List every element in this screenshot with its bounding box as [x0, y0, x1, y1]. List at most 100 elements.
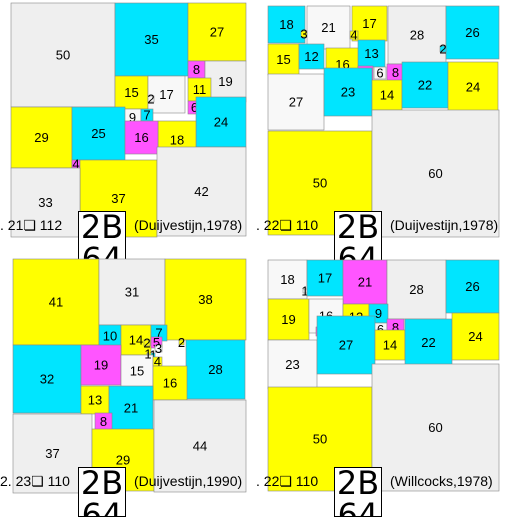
square-26: 26 [445, 259, 500, 314]
square-31: 31 [98, 258, 166, 326]
square-27: 27 [267, 73, 325, 131]
square-label: 60 [428, 166, 442, 181]
square-label: 22 [421, 335, 435, 350]
square-tile [306, 5, 351, 50]
square-21: 21 [306, 5, 351, 50]
square-tile [447, 61, 499, 113]
caption-2: . 22❏ 110 (Duijvestijn,1978) 2B 64 [256, 211, 512, 261]
square-tile [386, 259, 447, 320]
square-tile [439, 45, 447, 53]
square-17: 17 [306, 259, 344, 297]
square-tile [445, 5, 500, 60]
square-label: 28 [208, 362, 222, 377]
square-label: 42 [194, 184, 208, 199]
square-label: 15 [124, 85, 138, 100]
badge-3-top: 2B [80, 467, 124, 502]
square-tile [178, 339, 185, 346]
square-tile [300, 30, 308, 38]
square-23: 23 [323, 67, 373, 117]
square-label: 37 [45, 446, 59, 461]
caption-3: 2. 23❏ 110 (Duijvestijn,1990) 2B 64 [0, 467, 256, 517]
square-10: 10 [98, 324, 122, 348]
square-label: 26 [465, 279, 479, 294]
square-label: 3 [300, 27, 307, 42]
caption-1-number: . 21❏ 112 [0, 217, 63, 233]
square-label: 21 [124, 401, 138, 416]
square-label: 8 [100, 414, 107, 429]
square-tile [185, 339, 246, 400]
square-label: 4 [350, 28, 357, 43]
square-label: 35 [144, 32, 158, 47]
square-label: 10 [103, 329, 117, 344]
caption-4-badge: 2B 64 [334, 467, 382, 517]
square-7: 7 [140, 108, 154, 123]
caption-2-number: . 22❏ 110 [256, 217, 319, 233]
square-tile [108, 385, 154, 431]
square-tile [98, 258, 166, 326]
square-label: 38 [198, 292, 212, 307]
square-2: 2 [143, 336, 150, 351]
square-label: 9 [129, 110, 136, 125]
square-label: 13 [364, 46, 378, 61]
square-22: 22 [404, 318, 453, 367]
square-label: 6 [191, 100, 198, 115]
square-tile [267, 298, 310, 341]
square-label: 22 [418, 78, 432, 93]
square-24: 24 [195, 96, 247, 148]
square-label: 2 [143, 336, 150, 351]
square-label: 24 [468, 329, 482, 344]
square-label: 17 [159, 87, 173, 102]
square-18: 18 [267, 5, 306, 44]
badge-1-top: 2B [80, 211, 124, 246]
square-tile [371, 363, 500, 492]
square-label: 44 [193, 439, 207, 454]
square-50: 50 [10, 2, 116, 108]
square-33: 33 [10, 167, 81, 238]
caption-3-badge: 2B 64 [78, 467, 126, 517]
square-tile [357, 39, 386, 68]
square-label: 18 [170, 133, 184, 148]
square-2: 2 [147, 92, 154, 107]
square-label: 13 [88, 393, 102, 408]
square-11: 11 [187, 77, 212, 102]
square-tile [267, 43, 300, 76]
square-label: 24 [466, 80, 480, 95]
square-label: 2 [178, 335, 185, 350]
square-tile [267, 339, 318, 390]
square-2: 2 [178, 335, 185, 350]
square-tile [143, 339, 151, 347]
square-24: 24 [451, 312, 500, 361]
square-60: 60 [371, 109, 500, 238]
square-label: 14 [383, 338, 397, 353]
square-tile [349, 30, 359, 40]
square-label: 41 [49, 295, 63, 310]
square-15: 15 [267, 43, 300, 76]
square-label: 8 [392, 320, 399, 335]
badge-4-top: 2B [336, 467, 380, 502]
square-tile [153, 399, 247, 493]
square-3: 3 [300, 27, 307, 42]
squared-square-diagram-4: 1811721282619161294368223271422245060 [267, 259, 500, 492]
square-tile [445, 259, 500, 314]
square-15: 15 [114, 75, 149, 110]
square-21: 21 [108, 385, 154, 431]
square-28: 28 [387, 5, 447, 65]
square-label: 15 [130, 364, 144, 379]
square-label: 33 [38, 195, 52, 210]
square-32: 32 [12, 344, 82, 414]
square-8: 8 [386, 63, 405, 82]
square-label: 15 [276, 52, 290, 67]
square-label: 29 [34, 130, 48, 145]
square-label: 14 [380, 88, 394, 103]
square-label: 17 [362, 16, 376, 31]
square-23: 23 [267, 339, 318, 390]
caption-4-citation: (Willcocks,1978) [390, 473, 493, 489]
square-label: 6 [377, 322, 384, 337]
square-tile [267, 5, 306, 44]
badge-2-top: 2B [336, 211, 380, 246]
square-label: 27 [210, 25, 224, 40]
square-19: 19 [80, 344, 122, 386]
square-14: 14 [371, 79, 403, 111]
square-label: 2 [147, 92, 154, 107]
square-label: 2 [439, 42, 446, 57]
